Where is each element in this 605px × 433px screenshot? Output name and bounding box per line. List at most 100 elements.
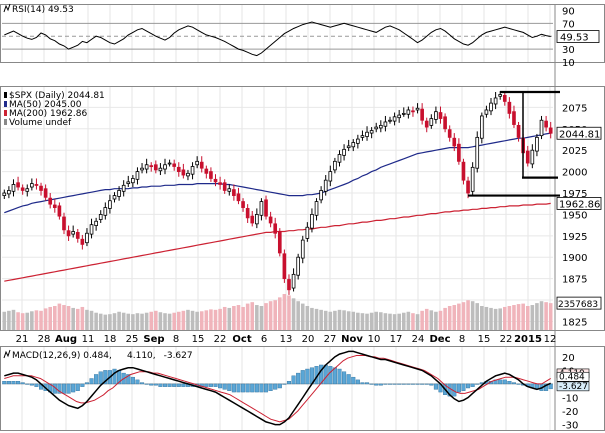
- candle-body: [434, 111, 438, 120]
- volume-bar: [172, 312, 176, 330]
- macd-hist-bar: [424, 383, 429, 385]
- macd-hist-bar: [319, 364, 324, 385]
- volume-bar: [548, 303, 553, 330]
- candle-body: [291, 273, 296, 289]
- volume-bar: [131, 314, 135, 330]
- macd-hist-bar: [337, 368, 342, 385]
- volume-bar: [466, 300, 470, 330]
- volume-bar: [71, 307, 75, 330]
- price-tick-label-2075: 2075: [562, 103, 587, 114]
- volume-bar: [544, 302, 548, 330]
- candle-body: [300, 239, 305, 259]
- macd-hist-bar: [502, 379, 507, 385]
- volume-bar: [434, 311, 438, 330]
- candle-body: [186, 172, 190, 177]
- macd-hist-bar: [213, 383, 218, 387]
- x-tick-label-22: 22: [500, 334, 513, 345]
- volume-bar: [314, 308, 319, 330]
- candle-body: [48, 197, 53, 205]
- candle-body: [167, 162, 172, 165]
- volume-bar: [328, 311, 333, 330]
- macd-hist-bar: [29, 383, 34, 386]
- macd-hist-value-label: -3.627: [559, 382, 588, 392]
- x-tick-label-0: 21: [16, 334, 29, 345]
- macd-hist-bar: [332, 367, 337, 385]
- candle-body: [452, 137, 457, 147]
- macd-tick-label--10: -10: [562, 393, 578, 404]
- volume-bar: [117, 311, 121, 330]
- candle-body: [539, 119, 544, 137]
- ma200-line: [4, 202, 551, 282]
- candle-body: [333, 160, 337, 171]
- candle-body: [89, 224, 94, 235]
- macd-hist-bar: [71, 383, 76, 393]
- x-tick-label-15: Nov: [341, 334, 363, 345]
- volume-bar: [98, 313, 103, 330]
- volume-bar: [268, 301, 273, 330]
- candle-body: [383, 121, 388, 127]
- candle-body: [57, 205, 62, 217]
- volume-bar: [342, 310, 346, 330]
- macd-hist-bar: [342, 371, 347, 385]
- candle-body: [535, 136, 539, 152]
- macd-hist-bar: [218, 383, 223, 389]
- candle-body: [209, 171, 213, 179]
- candle-body: [319, 190, 323, 201]
- macd-hist-bar: [103, 370, 108, 385]
- volume-bar: [388, 313, 392, 330]
- macd-hist-bar: [222, 383, 227, 390]
- volume-bar: [475, 303, 480, 330]
- macd-hist-bar: [112, 368, 117, 385]
- volume-bar: [443, 307, 447, 330]
- volume-bar: [310, 307, 314, 330]
- candle-body: [470, 166, 475, 192]
- candle-body: [163, 164, 167, 170]
- macd-hist-bar: [80, 383, 85, 387]
- x-tick-label-9: 22: [214, 334, 227, 345]
- x-tick-label-10: Oct: [232, 334, 251, 345]
- macd-hist-bar: [204, 383, 209, 387]
- candle-body: [498, 94, 503, 97]
- macd-tick-label--30: -30: [562, 421, 578, 432]
- candle-body: [282, 253, 287, 280]
- volume-bar: [213, 309, 218, 330]
- macd-hist-bar: [126, 374, 131, 385]
- macd-hist-bar: [346, 374, 351, 385]
- volume-bar: [360, 313, 365, 330]
- macd-hist-bar: [461, 383, 466, 391]
- macd-hist-bar: [16, 381, 21, 385]
- macd-hist-bar: [11, 381, 16, 385]
- candle-body: [34, 184, 39, 186]
- candle-body: [103, 207, 108, 216]
- candle-body: [374, 126, 379, 130]
- candle-body: [484, 109, 489, 115]
- macd-hist-bar: [241, 383, 246, 393]
- candle-body: [415, 107, 420, 111]
- volume-bar: [11, 309, 16, 330]
- volume-bar: [379, 312, 383, 330]
- macd-hist-bar: [286, 381, 292, 385]
- volume-bar: [34, 310, 39, 330]
- macd-hist-bar: [172, 383, 177, 387]
- volume-bar: [489, 307, 493, 330]
- candle-body: [85, 232, 89, 244]
- volume-bar: [218, 308, 222, 330]
- macd-hist-bar: [268, 383, 273, 391]
- macd-hist-bar: [420, 383, 425, 385]
- candle-body: [144, 164, 149, 170]
- volume-bar: [273, 300, 277, 330]
- volume-bar: [392, 314, 397, 330]
- macd-hist-bar: [360, 382, 365, 385]
- candle-body: [98, 214, 103, 220]
- volume-bar: [144, 312, 149, 330]
- x-tick-label-19: Dec: [429, 334, 450, 345]
- candle-body: [310, 214, 314, 229]
- volume-bar: [401, 312, 406, 330]
- candle-body: [218, 182, 222, 185]
- volume-bar: [461, 302, 466, 330]
- candle-body: [411, 110, 415, 113]
- macd-hist-bar: [387, 383, 393, 385]
- volume-bar: [108, 314, 112, 330]
- volume-bar: [346, 311, 351, 330]
- macd-histogram: [2, 364, 553, 397]
